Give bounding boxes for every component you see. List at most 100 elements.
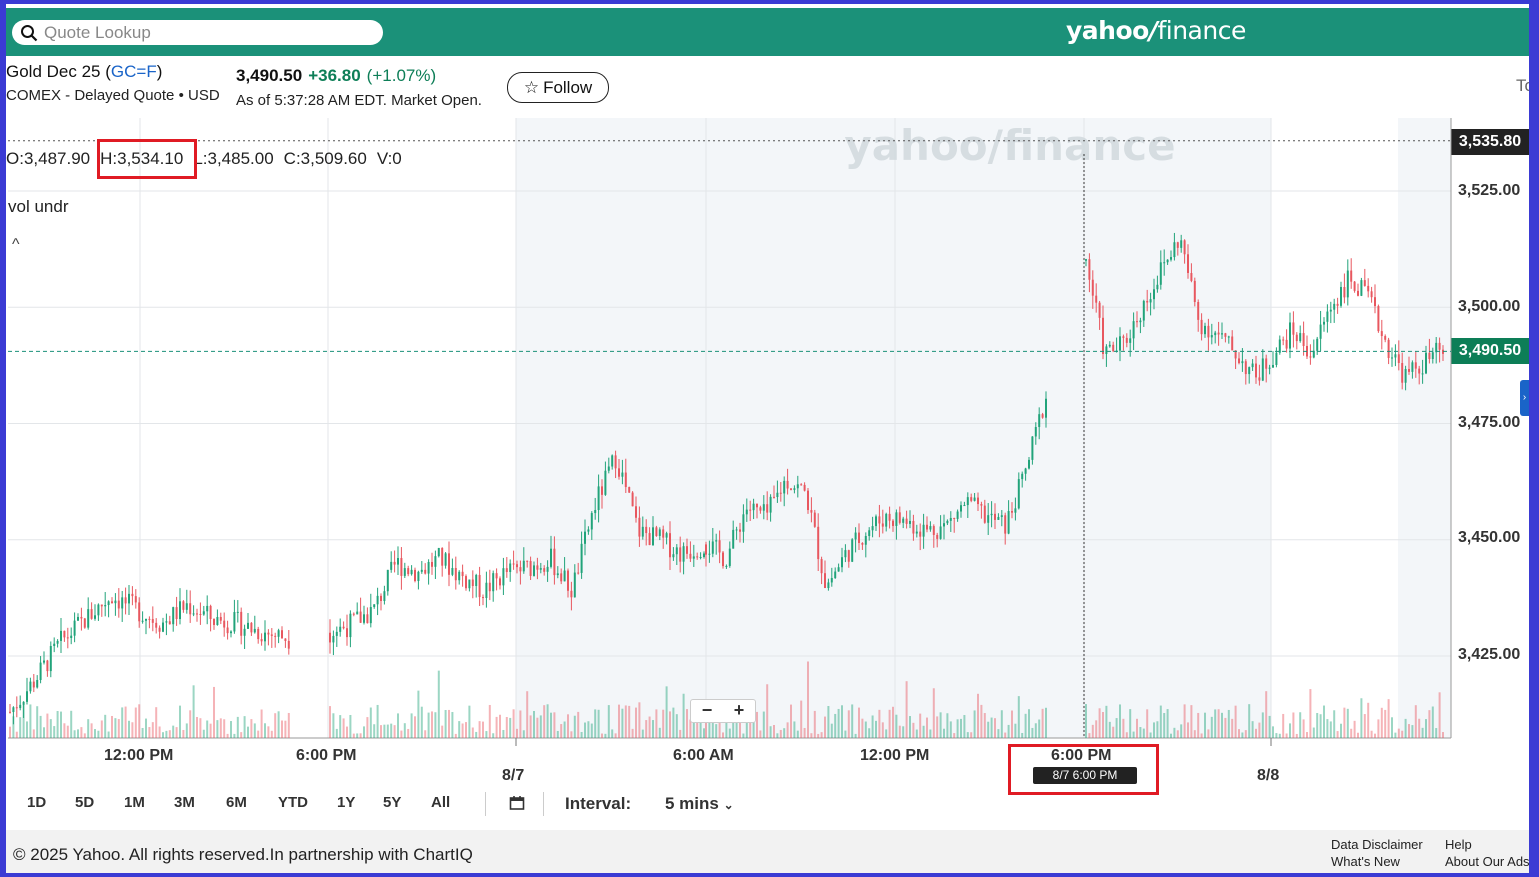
ticker-symbol[interactable]: GC=F	[110, 62, 157, 81]
price-candle	[482, 597, 484, 599]
range-1y-button[interactable]: 1Y	[337, 794, 356, 811]
volume-bar	[1241, 732, 1244, 738]
range-selector: 1D 5D 1M 3M 6M YTD 1Y 5Y All Interval: 5…	[6, 790, 766, 820]
search-icon	[21, 24, 38, 41]
range-6m-button[interactable]: 6M	[226, 794, 247, 811]
help-link[interactable]: Help	[1445, 837, 1472, 852]
range-5y-button[interactable]: 5Y	[383, 794, 402, 811]
price-candle	[960, 505, 962, 512]
price-candle	[922, 524, 925, 537]
volume-bar	[1011, 710, 1013, 738]
price-candle	[128, 593, 130, 604]
price-candle	[728, 548, 731, 566]
volume-bar	[618, 704, 620, 738]
price-candle	[284, 638, 287, 641]
price-candle	[584, 531, 586, 544]
price-candle	[1200, 319, 1203, 335]
volume-bar	[1248, 704, 1251, 738]
price-candle	[638, 517, 641, 537]
volume-bar	[32, 729, 35, 738]
volume-bar	[926, 717, 928, 738]
study-label[interactable]: vol undr	[8, 197, 69, 216]
price-candle	[1041, 414, 1044, 418]
price-candle	[233, 612, 236, 632]
range-ytd-button[interactable]: YTD	[278, 794, 308, 811]
data-disclaimer-link[interactable]: Data Disclaimer	[1331, 837, 1423, 852]
price-candle	[202, 611, 205, 615]
price-candle	[441, 547, 444, 566]
price-candle	[12, 707, 15, 713]
zoom-in-button[interactable]: +	[733, 700, 745, 720]
volume-bar	[597, 709, 600, 738]
volume-bar	[1028, 709, 1030, 738]
about-ads-link[interactable]: About Our Ads	[1445, 854, 1530, 869]
price-candle	[1431, 352, 1434, 359]
yahoo-finance-logo[interactable]: yahoo/finance	[1066, 16, 1246, 45]
volume-bar	[407, 728, 410, 738]
volume-bar	[60, 711, 62, 738]
volume-bar	[885, 729, 888, 738]
price-candle	[39, 662, 42, 680]
range-1m-button[interactable]: 1M	[124, 794, 145, 811]
price-candle	[1234, 350, 1237, 359]
price-candle	[1017, 479, 1020, 509]
interval-dropdown[interactable]: 5 mins ⌄	[665, 794, 734, 813]
price-candle	[611, 455, 614, 467]
price-candle	[97, 604, 100, 616]
volume-bar	[1170, 733, 1172, 738]
whats-new-link[interactable]: What's New	[1331, 854, 1400, 869]
volume-bar	[1340, 723, 1342, 738]
volume-bar	[1102, 712, 1104, 738]
volume-bar	[124, 706, 127, 738]
volume-bar	[1285, 733, 1288, 738]
volume-bar	[216, 720, 219, 738]
price-candle	[1350, 270, 1353, 282]
price-candle	[471, 579, 474, 587]
price-candle	[236, 611, 239, 613]
price-candle	[1038, 414, 1041, 428]
follow-button[interactable]: ☆ Follow	[507, 72, 609, 103]
volume-bar	[1139, 727, 1142, 738]
volume-bar	[196, 716, 198, 738]
price-candle	[376, 595, 379, 605]
price-candle	[553, 548, 556, 576]
volume-bar	[427, 712, 430, 738]
volume-bar	[461, 723, 464, 738]
volume-bar	[359, 733, 362, 738]
volume-bar	[1350, 728, 1353, 738]
price-candle	[87, 609, 90, 628]
search-input[interactable]: Quote Lookup	[12, 20, 383, 45]
volume-bar	[1176, 730, 1179, 738]
zoom-out-button[interactable]: −	[701, 700, 713, 720]
range-all-button[interactable]: All	[431, 794, 451, 811]
range-1d-button[interactable]: 1D	[27, 794, 47, 811]
volume-bar	[543, 705, 546, 738]
volume-bar	[567, 714, 569, 738]
volume-bar	[1024, 713, 1027, 738]
price-candle	[488, 582, 491, 592]
price-candle	[397, 558, 399, 565]
price-candle	[1034, 427, 1037, 437]
volume-bar	[346, 726, 348, 738]
volume-bar	[1119, 704, 1121, 738]
volume-bar	[766, 684, 769, 738]
volume-bar	[824, 716, 826, 738]
volume-bar	[117, 719, 120, 738]
price-candle	[1397, 354, 1400, 364]
high-price-tag: 3,535.80	[1451, 129, 1529, 155]
range-3m-button[interactable]: 3M	[174, 794, 195, 811]
price-candle	[556, 573, 559, 576]
price-candle	[868, 530, 871, 537]
expand-panel-icon[interactable]: ›	[1520, 380, 1529, 416]
price-candle	[895, 512, 898, 526]
price-candle	[949, 517, 952, 521]
price-candle	[987, 515, 990, 523]
volume-bar	[1105, 705, 1108, 738]
price-candle	[410, 569, 413, 575]
volume-bar	[417, 690, 420, 738]
range-5d-button[interactable]: 5D	[75, 794, 95, 811]
y-tick-label: 3,450.00	[1458, 529, 1521, 546]
calendar-icon[interactable]	[509, 795, 525, 811]
collapse-icon[interactable]: ^	[12, 236, 20, 253]
